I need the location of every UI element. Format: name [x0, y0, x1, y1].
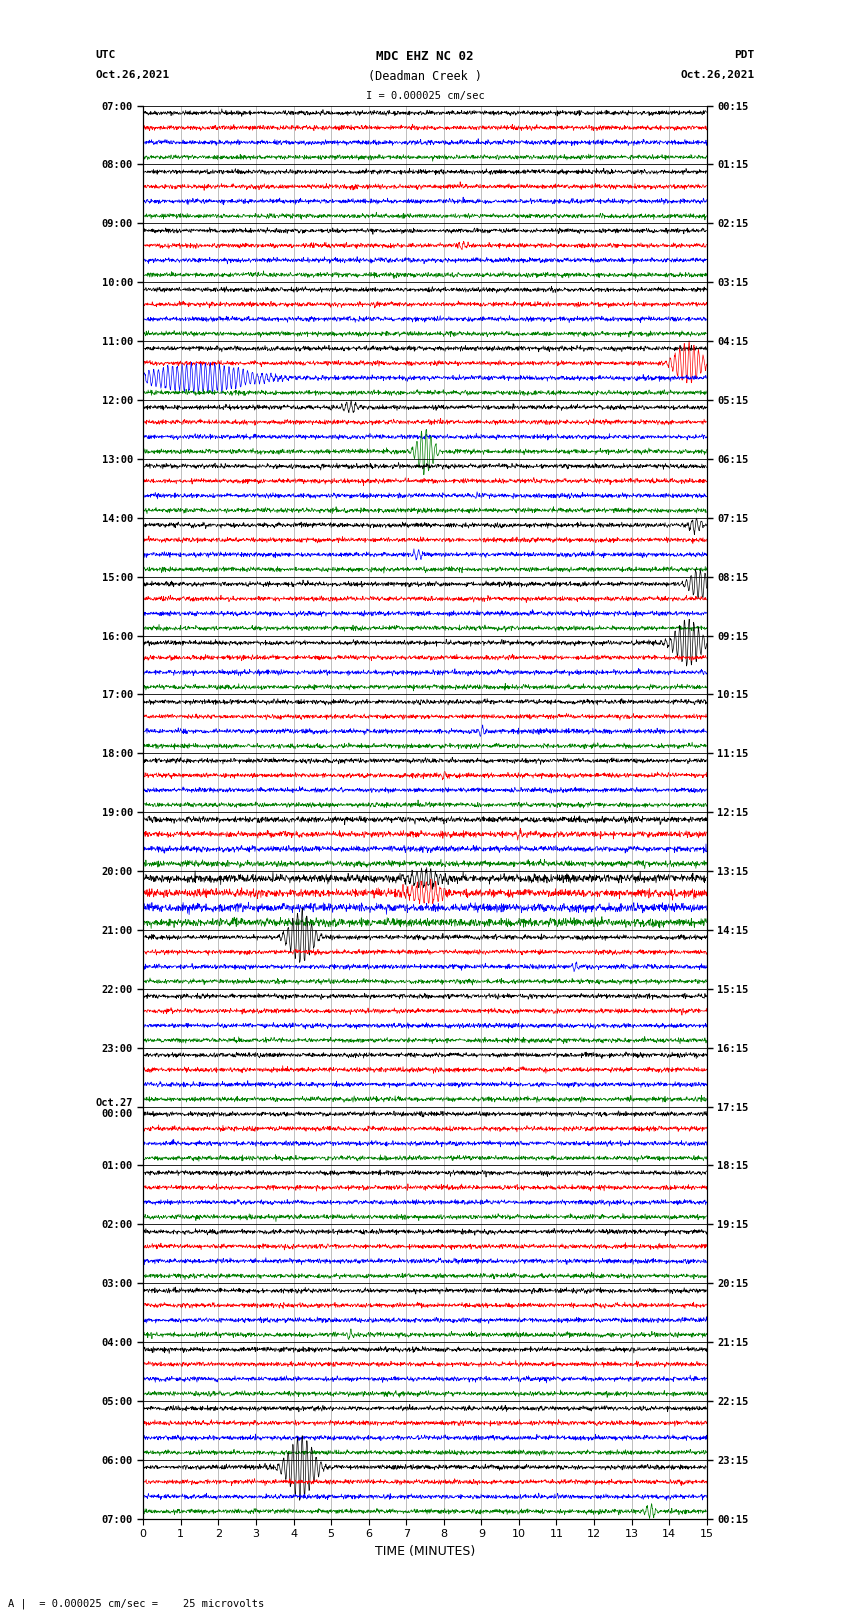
- Text: PDT: PDT: [734, 50, 755, 60]
- Text: Oct.26,2021: Oct.26,2021: [680, 69, 755, 81]
- Text: (Deadman Creek ): (Deadman Creek ): [368, 69, 482, 82]
- Text: UTC: UTC: [95, 50, 116, 60]
- Text: MDC EHZ NC 02: MDC EHZ NC 02: [377, 50, 473, 63]
- X-axis label: TIME (MINUTES): TIME (MINUTES): [375, 1545, 475, 1558]
- Text: I = 0.000025 cm/sec: I = 0.000025 cm/sec: [366, 92, 484, 102]
- Text: A |  = 0.000025 cm/sec =    25 microvolts: A | = 0.000025 cm/sec = 25 microvolts: [8, 1598, 264, 1610]
- Text: Oct.26,2021: Oct.26,2021: [95, 69, 170, 81]
